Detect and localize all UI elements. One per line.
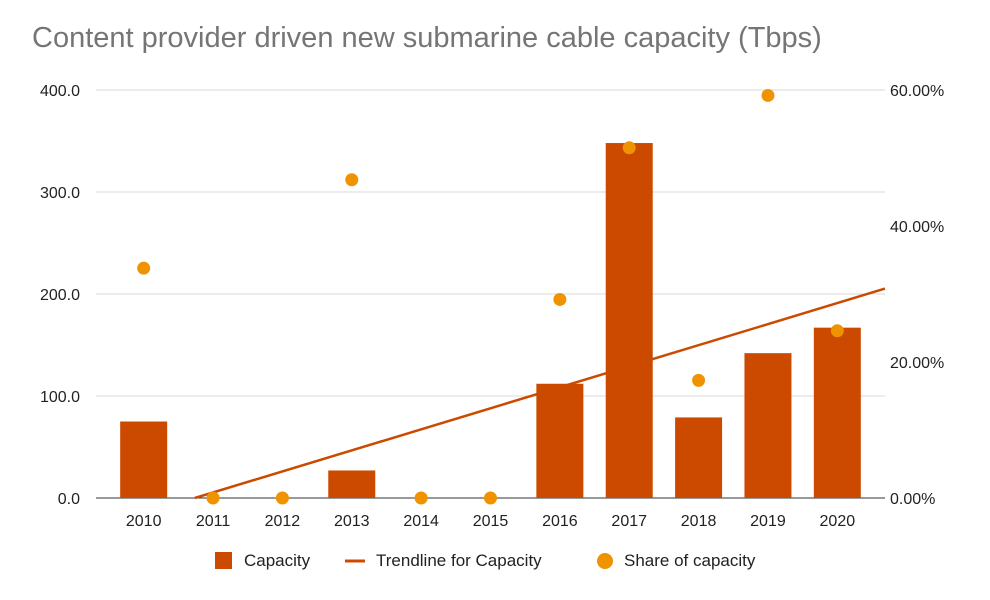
legend-swatch-capacity — [215, 552, 232, 569]
y-left-tick-label: 200.0 — [40, 287, 80, 304]
y-axis-right: 0.00% 20.00% 40.00% 60.00% — [890, 83, 944, 508]
capacity-bar — [328, 470, 376, 498]
y-left-tick-label: 400.0 — [40, 83, 80, 100]
capacity-bar — [536, 383, 584, 498]
x-tick-label: 2017 — [611, 513, 647, 530]
x-tick-label: 2010 — [126, 513, 162, 530]
y-left-tick-label: 0.0 — [58, 491, 80, 508]
x-tick-label: 2019 — [750, 513, 786, 530]
x-tick-label: 2018 — [681, 513, 717, 530]
trendline-line — [194, 287, 886, 500]
capacity-bar — [605, 143, 653, 499]
share-point — [137, 261, 151, 275]
legend: Capacity Trendline for Capacity Share of… — [215, 551, 756, 570]
share-point — [830, 324, 844, 338]
trendline — [194, 287, 886, 500]
share-point — [553, 292, 567, 306]
capacity-bar — [813, 327, 861, 498]
capacity-bars — [120, 143, 861, 499]
y-left-tick-label: 300.0 — [40, 185, 80, 202]
share-point — [206, 491, 220, 505]
chart-title: Content provider driven new submarine ca… — [32, 22, 822, 54]
legend-label-capacity: Capacity — [244, 551, 311, 570]
capacity-bar — [744, 353, 792, 498]
share-point — [484, 491, 497, 505]
y-right-tick-label: 40.00% — [890, 219, 944, 236]
share-point — [761, 88, 775, 102]
x-tick-label: 2012 — [265, 513, 301, 530]
x-tick-label: 2013 — [334, 513, 370, 530]
x-tick-label: 2020 — [820, 513, 856, 530]
x-tick-label: 2014 — [403, 513, 439, 530]
share-point — [622, 141, 636, 155]
x-tick-label: 2016 — [542, 513, 578, 530]
share-point — [345, 173, 359, 187]
x-tick-label: 2011 — [196, 513, 231, 530]
y-right-tick-label: 60.00% — [890, 83, 944, 100]
capacity-bar — [120, 421, 168, 498]
legend-swatch-share — [597, 553, 613, 569]
capacity-bar — [675, 417, 723, 498]
x-tick-label: 2015 — [473, 513, 509, 530]
legend-label-share: Share of capacity — [624, 551, 756, 570]
y-left-tick-label: 100.0 — [40, 389, 80, 406]
share-point — [414, 491, 428, 505]
share-points — [137, 88, 844, 505]
y-right-tick-label: 0.00% — [890, 491, 935, 508]
share-point — [275, 491, 289, 505]
share-point — [692, 373, 706, 387]
legend-label-trendline: Trendline for Capacity — [376, 551, 542, 570]
y-axis-left: 0.0 100.0 200.0 300.0 400.0 — [40, 83, 80, 508]
x-axis: 2010 2011 2012 2013 2014 2015 2016 2017 2018 2019… — [126, 513, 855, 530]
y-right-tick-label: 20.00% — [890, 355, 944, 372]
